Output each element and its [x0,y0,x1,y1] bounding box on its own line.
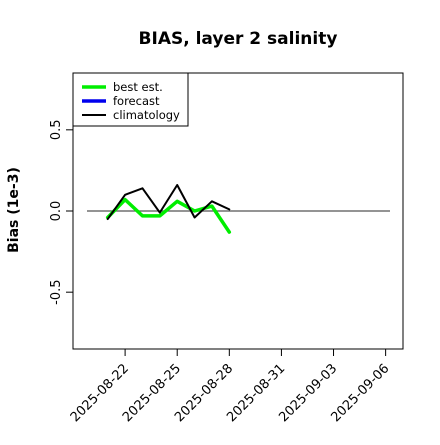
legend-label: best est. [113,80,163,94]
chart-title: BIAS, layer 2 salinity [139,29,338,49]
y-tick-label: 0.5 [49,119,64,140]
y-axis-label: Bias (1e-3) [6,167,22,253]
legend-label: climatology [113,108,180,122]
legend-label: forecast [113,94,160,108]
series-line-best-est [105,197,232,234]
y-tick-label: 0.0 [49,201,64,222]
y-tick-label: -0.5 [49,279,64,304]
chart-marks: -0.50.00.52025-08-222025-08-252025-08-28… [49,119,392,425]
series-line-climatology [106,184,231,221]
